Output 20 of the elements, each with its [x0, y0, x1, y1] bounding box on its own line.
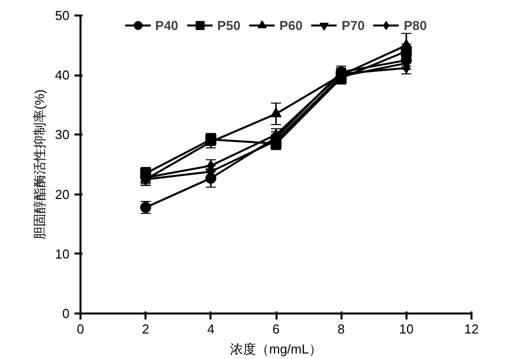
y-tick-label: 20	[55, 186, 70, 202]
legend-label: P80	[404, 18, 427, 32]
x-tick-label: 0	[76, 322, 84, 336]
x-tick-label: 12	[464, 322, 479, 336]
x-tick-label: 6	[272, 322, 280, 336]
y-tick-label: 30	[55, 127, 70, 142]
legend-label: P60	[279, 18, 303, 32]
y-tick-label: 10	[55, 246, 70, 262]
legend-label: P50	[217, 18, 240, 32]
y-axis-title: 胆固醇酯酶活性抑制率(%)	[32, 89, 48, 240]
legend-label: P40	[155, 18, 178, 32]
x-tick-label: 4	[207, 322, 214, 336]
x-axis-title: 浓度（mg/mL）	[230, 342, 322, 356]
x-tick-label: 2	[142, 322, 150, 336]
y-tick-label: 0	[62, 306, 70, 321]
y-tick-label: 50	[55, 8, 70, 23]
legend-label: P70	[342, 18, 365, 32]
y-tick-label: 40	[55, 68, 70, 83]
x-tick-label: 8	[338, 322, 345, 336]
x-tick-label: 10	[399, 322, 414, 336]
